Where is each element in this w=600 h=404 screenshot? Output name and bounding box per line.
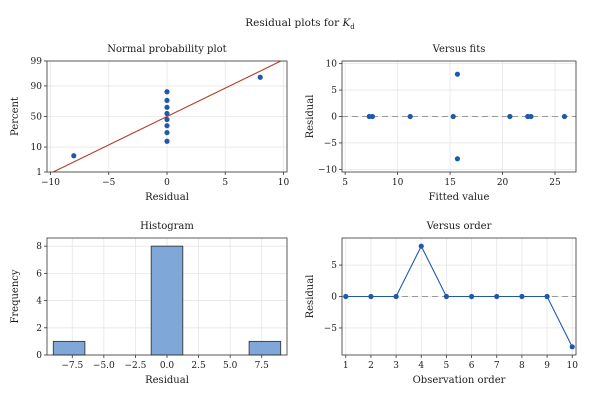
data-point bbox=[164, 110, 170, 117]
y-axis-label: Residual bbox=[305, 95, 316, 139]
x-tick-label: 7 bbox=[494, 361, 500, 371]
versus-order-panel: Versus order Observation order Residual 1 2 3… bbox=[305, 221, 578, 386]
data-point bbox=[369, 113, 376, 120]
data-point bbox=[368, 293, 374, 300]
data-point bbox=[164, 129, 170, 136]
x-tick-label: 6 bbox=[469, 361, 475, 371]
data-point bbox=[544, 293, 550, 300]
y-tick-label: 6 bbox=[36, 269, 42, 279]
x-tick-label: 0 bbox=[164, 178, 170, 188]
x-tick-label: 15 bbox=[444, 178, 456, 188]
data-point bbox=[507, 113, 513, 120]
data-point bbox=[569, 344, 575, 350]
data-point bbox=[454, 156, 461, 162]
x-tick-label: 5 bbox=[342, 178, 348, 188]
data-point bbox=[519, 293, 525, 300]
x-tick-label: 2 bbox=[368, 361, 374, 371]
y-tick-label: 8 bbox=[36, 242, 42, 252]
x-tick-label: 4 bbox=[418, 361, 424, 371]
data-point bbox=[71, 153, 77, 159]
x-axis-label: Fitted value bbox=[429, 192, 490, 203]
x-tick-label: 20 bbox=[497, 178, 509, 188]
x-tick-label: 5 bbox=[444, 361, 450, 371]
y-tick-label: 0 bbox=[331, 113, 337, 123]
x-tick-label: −2.5 bbox=[124, 361, 146, 371]
y-tick-label: 1 bbox=[36, 168, 42, 178]
y-axis-label: Percent bbox=[10, 97, 21, 136]
x-tick-label: 0.0 bbox=[160, 361, 175, 371]
data-point bbox=[443, 293, 450, 300]
x-tick-label: 10 bbox=[566, 361, 578, 371]
figure-title-text: Residual plots for bbox=[245, 17, 342, 29]
panel-title: Histogram bbox=[140, 221, 194, 232]
histogram-bar bbox=[150, 245, 184, 356]
y-tick-label: −5 bbox=[324, 324, 338, 334]
y-tick-label: 4 bbox=[36, 297, 42, 307]
y-tick-label: −5 bbox=[324, 139, 338, 149]
x-axis-label: Observation order bbox=[413, 375, 506, 386]
data-point bbox=[418, 243, 424, 249]
panel-title: Versus fits bbox=[432, 44, 486, 55]
data-point bbox=[393, 293, 399, 300]
data-point bbox=[164, 104, 170, 110]
y-tick-label: 90 bbox=[31, 82, 43, 92]
x-tick-label: 3 bbox=[393, 361, 399, 371]
y-tick-label: 0 bbox=[331, 293, 337, 303]
data-point bbox=[468, 293, 475, 300]
data-point bbox=[164, 116, 170, 123]
residual-series-line bbox=[345, 244, 573, 348]
data-point bbox=[343, 293, 349, 300]
x-axis-label: Residual bbox=[145, 375, 189, 386]
x-tick-label: 5 bbox=[222, 178, 228, 188]
x-tick-label: −7.5 bbox=[61, 361, 83, 371]
x-tick-label: 8 bbox=[519, 361, 525, 371]
data-point bbox=[528, 113, 534, 120]
histogram-bar bbox=[248, 340, 282, 356]
panel-title: Normal probability plot bbox=[107, 44, 226, 55]
normal-probability-panel: Normal probability plot Residual Percent −1… bbox=[10, 44, 290, 203]
y-tick-label: 10 bbox=[326, 60, 338, 70]
figure-title-subscript: d bbox=[350, 23, 355, 31]
x-tick-label: 5.0 bbox=[223, 361, 238, 371]
data-point bbox=[450, 113, 456, 120]
histogram-bar bbox=[52, 340, 86, 356]
y-tick-label: 5 bbox=[331, 261, 337, 271]
figure-title-symbol: K bbox=[341, 17, 351, 29]
data-point bbox=[494, 293, 500, 300]
data-point bbox=[454, 71, 461, 77]
x-tick-label: 9 bbox=[544, 361, 550, 371]
x-tick-label: −5 bbox=[102, 178, 116, 188]
panel-title: Versus order bbox=[426, 221, 492, 232]
y-tick-label: 50 bbox=[31, 113, 43, 123]
y-tick-label: 0 bbox=[36, 351, 42, 361]
fitted-line bbox=[51, 61, 283, 172]
x-tick-label: 10 bbox=[278, 178, 290, 188]
histogram-panel: Histogram Residual Frequency −7.5 −5.0 −2.5 0.… bbox=[10, 221, 288, 386]
y-tick-label: 99 bbox=[31, 57, 43, 67]
x-tick-label: 7.5 bbox=[255, 361, 270, 371]
y-axis-label: Residual bbox=[305, 275, 316, 319]
data-point bbox=[257, 74, 263, 80]
x-tick-label: 25 bbox=[549, 178, 561, 188]
y-axis-label: Frequency bbox=[10, 269, 21, 323]
y-tick-label: −10 bbox=[318, 165, 337, 175]
data-point bbox=[164, 138, 170, 144]
data-point bbox=[164, 89, 170, 95]
y-tick-label: 2 bbox=[36, 324, 42, 334]
figure-title: Residual plots for Kd bbox=[245, 17, 355, 31]
x-tick-label: −10 bbox=[41, 178, 60, 188]
y-tick-label: 10 bbox=[31, 143, 43, 153]
data-point bbox=[164, 123, 170, 129]
data-point bbox=[561, 113, 568, 120]
x-tick-label: −5.0 bbox=[93, 361, 115, 371]
data-point bbox=[164, 97, 170, 104]
data-point bbox=[407, 113, 413, 120]
x-tick-label: 10 bbox=[392, 178, 404, 188]
x-axis-label: Residual bbox=[145, 192, 189, 203]
x-tick-label: 2.5 bbox=[191, 361, 206, 371]
versus-fits-panel: Versus fits Fitted value Residual 5 10 15 20 25… bbox=[305, 44, 577, 203]
x-tick-label: 1 bbox=[343, 361, 349, 371]
y-tick-label: 5 bbox=[331, 86, 337, 96]
